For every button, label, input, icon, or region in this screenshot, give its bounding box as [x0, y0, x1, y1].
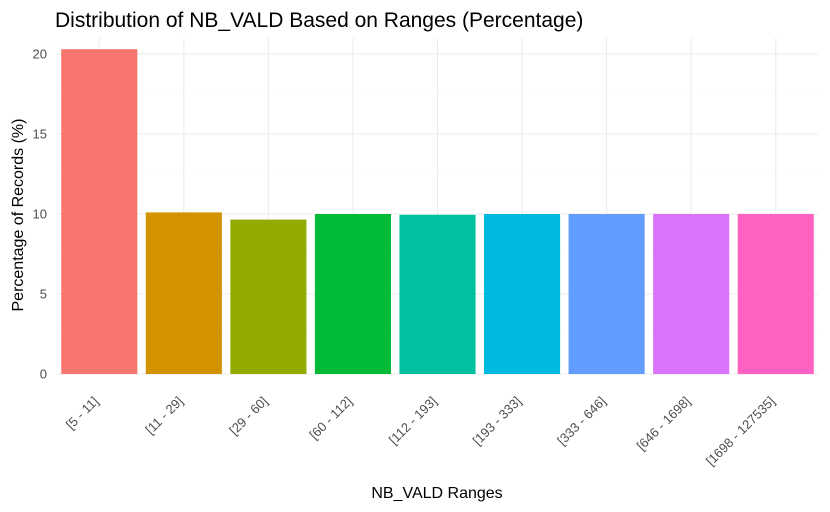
x-axis-ticks: [5 - 11] [11 - 29] [29 - 60] [60 - 112] [112… — [63, 394, 778, 469]
x-tick-label: [1698 - 127535] — [703, 394, 778, 469]
bar — [737, 214, 814, 374]
bar — [568, 214, 645, 374]
bar — [653, 214, 730, 374]
y-tick-label: 10 — [33, 207, 47, 222]
x-tick-label: [11 - 29] — [142, 394, 186, 438]
x-tick-label: [333 - 646] — [554, 394, 609, 449]
bar — [314, 214, 391, 374]
bar — [61, 49, 138, 374]
chart-title: Distribution of NB_VALD Based on Ranges … — [55, 9, 583, 32]
y-axis-title: Percentage of Records (%) — [10, 119, 27, 312]
bar — [399, 214, 476, 374]
bar — [145, 212, 222, 374]
y-tick-label: 15 — [33, 127, 47, 142]
x-axis-title: NB_VALD Ranges — [371, 485, 502, 502]
y-axis-ticks: 0 5 10 15 20 — [33, 47, 47, 382]
y-tick-label: 0 — [40, 367, 47, 382]
x-tick-label: [60 - 112] — [306, 394, 355, 443]
x-tick-label: [112 - 193] — [386, 394, 440, 448]
y-tick-label: 20 — [33, 47, 47, 62]
x-tick-label: [5 - 11] — [63, 394, 102, 433]
bar — [230, 219, 307, 374]
x-tick-label: [29 - 60] — [226, 394, 270, 438]
y-tick-label: 5 — [40, 287, 47, 302]
bars-group — [61, 49, 814, 374]
x-tick-label: [646 - 1698] — [634, 394, 694, 454]
x-tick-label: [193 - 333] — [470, 394, 525, 449]
bar — [484, 214, 561, 374]
